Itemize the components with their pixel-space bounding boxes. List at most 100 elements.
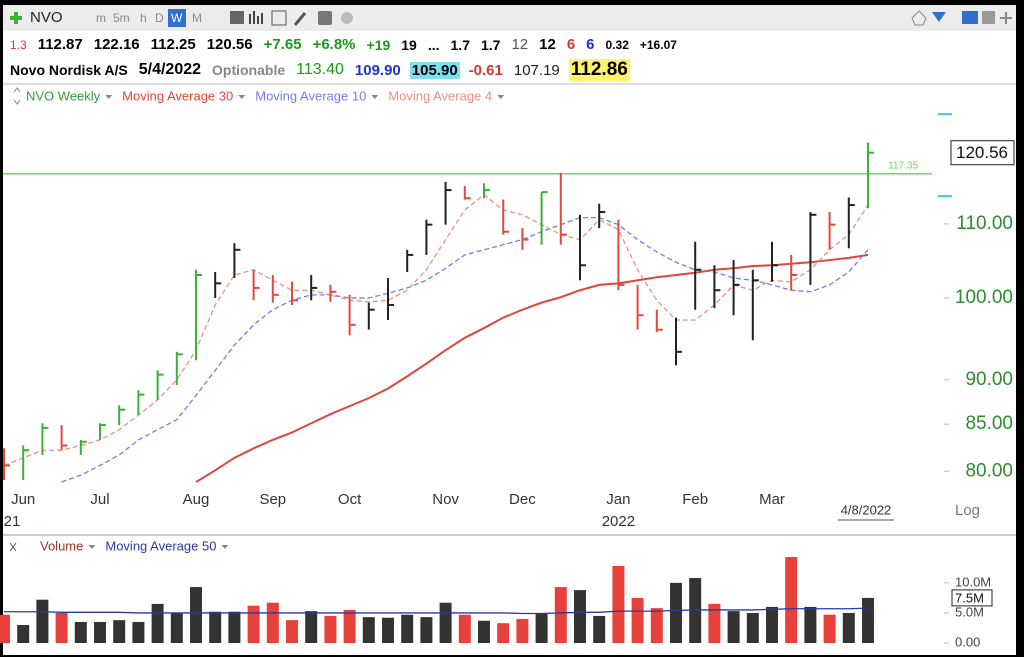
tool-icon[interactable] — [341, 12, 353, 24]
volume-bar — [650, 608, 663, 643]
alert-icon[interactable] — [932, 12, 946, 22]
save-icon[interactable] — [982, 11, 995, 24]
legend-menu — [238, 95, 246, 99]
close-icon[interactable] — [9, 542, 17, 552]
volume-bar — [94, 621, 106, 643]
quote-value: 6 — [566, 36, 576, 53]
volume-bar — [228, 611, 241, 643]
volume-bar — [516, 618, 529, 643]
tool-icon[interactable] — [230, 11, 244, 24]
legend-entry: Moving Average 4 — [388, 88, 492, 103]
level-label: 117.35 — [888, 160, 918, 171]
tool-icon[interactable] — [271, 10, 287, 26]
quote-value: 6 — [586, 36, 595, 53]
timeframe[interactable]: h — [140, 11, 147, 25]
info-value: 113.40 — [296, 61, 344, 78]
volume-bar — [55, 612, 68, 643]
scale-label: Log — [955, 502, 980, 519]
volume-bar — [439, 602, 452, 643]
quote-value: 1.3 — [10, 37, 27, 52]
year-label: 21 — [4, 513, 21, 530]
tf-selected — [168, 9, 186, 27]
volume-bar — [535, 612, 548, 643]
volume-bar — [823, 614, 836, 643]
quote-value: 1.7 — [480, 36, 501, 53]
volume-bar — [804, 606, 817, 643]
volume-bar — [554, 587, 567, 643]
volume-bar — [574, 590, 586, 643]
info-value: 105.90 — [409, 61, 460, 79]
volume-bar — [612, 566, 625, 643]
move-icon[interactable] — [1000, 12, 1012, 24]
quote-value: +19 — [366, 36, 391, 53]
moving-average — [61, 216, 869, 483]
pen-icon[interactable] — [293, 12, 307, 26]
legend-entry: Volume — [40, 538, 83, 553]
volume-bar — [247, 605, 260, 643]
timeframe[interactable]: W — [171, 11, 183, 25]
volume-bar — [151, 603, 164, 643]
value-box — [951, 589, 993, 607]
quote-value: 1.7 — [450, 36, 470, 53]
quote-value: 0.32 — [605, 37, 629, 52]
legend-menu — [497, 95, 505, 99]
moving-average — [4, 607, 869, 615]
quote-value: 112.87 — [37, 36, 83, 53]
x-tick-label: Jan — [606, 491, 630, 508]
quote-value: +16.07 — [639, 37, 677, 52]
volume-bar — [842, 612, 855, 643]
volume-bar — [324, 615, 337, 643]
x-tick-label: Jun — [11, 491, 35, 508]
info-value: 5/4/2022 — [138, 61, 202, 78]
quote-value: 12 — [511, 36, 529, 53]
volume-bar — [862, 597, 874, 643]
date-label: 4/8/2022 — [841, 502, 892, 517]
x-tick-label: Dec — [509, 491, 536, 508]
volume-bar — [478, 620, 490, 643]
timeframe[interactable]: D — [155, 11, 164, 25]
legend-menu — [371, 95, 379, 99]
x-tick-label: Feb — [682, 491, 708, 508]
info-value: Novo Nordisk A/S — [10, 62, 128, 78]
quote-line: 1.3 112.87 122.16 112.25 120.56 +7.65 +6.8% +19… — [8, 36, 679, 53]
symbol[interactable]: NVO — [30, 9, 63, 26]
info-value: -0.61 — [468, 61, 503, 79]
volume-bar — [382, 617, 394, 643]
volume-bar — [17, 624, 30, 643]
star-icon[interactable] — [911, 10, 927, 26]
timeframe[interactable]: 5m — [113, 11, 130, 25]
bars-icon[interactable] — [249, 11, 263, 24]
x-tick-label: Sep — [259, 491, 286, 508]
volume-bar — [209, 611, 222, 643]
volume-bar — [305, 611, 318, 643]
x-tick-label: Oct — [338, 491, 362, 508]
timeframe[interactable]: m — [96, 11, 106, 25]
last-price-label: 120.56 — [956, 143, 1008, 162]
add-icon[interactable] — [10, 12, 22, 24]
info-line: Novo Nordisk A/S 5/4/2022 Optionable 113.40… — [8, 59, 630, 81]
y-tick-label: 10.0M — [955, 574, 991, 589]
moving-average — [3, 193, 869, 467]
quote-value: 19 — [401, 36, 417, 53]
timeframe[interactable]: M — [192, 11, 202, 25]
tool-icon[interactable] — [318, 11, 332, 25]
volume-bar — [113, 620, 126, 643]
y-tick-label: 100.00 — [955, 287, 1013, 308]
year-label: 2022 — [602, 513, 635, 530]
quote-value: ... — [427, 36, 440, 53]
volume-bar — [343, 609, 356, 643]
volume-bar — [132, 621, 145, 643]
legend-handle[interactable] — [13, 87, 21, 105]
volume-bar — [420, 617, 433, 643]
volume-bar — [401, 614, 414, 643]
tool-icon[interactable] — [962, 11, 978, 24]
volume-bar — [670, 582, 682, 643]
volume-bar — [727, 611, 740, 643]
legend-entry: Moving Average 50 — [105, 538, 216, 553]
legend-menu — [88, 545, 96, 549]
value-box-label: 7.5M — [955, 590, 984, 605]
info-value: Optionable — [212, 62, 286, 78]
volume-bar — [708, 603, 721, 643]
info-value: 107.19 — [513, 61, 560, 79]
